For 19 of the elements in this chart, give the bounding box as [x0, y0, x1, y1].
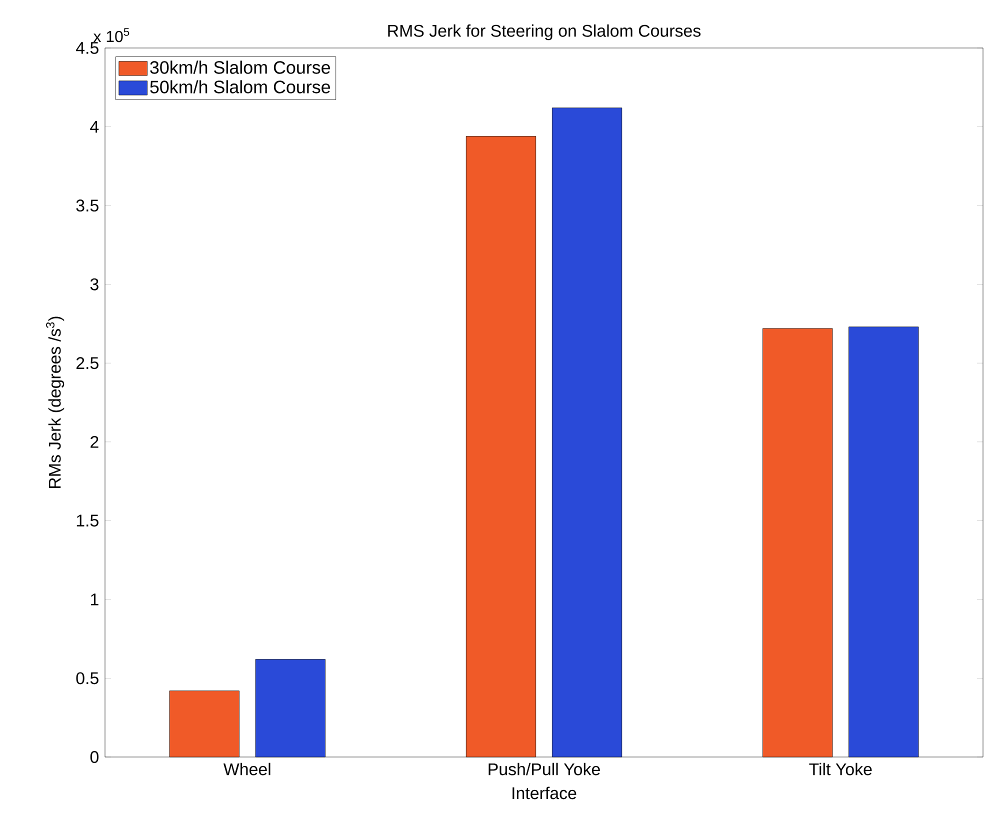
- y-tick-label: 4.5: [76, 42, 98, 54]
- legend-label: 50km/h Slalom Course: [150, 80, 330, 94]
- chart-title: RMS Jerk for Steering on Slalom Courses: [388, 24, 701, 40]
- x-tick-label: Wheel: [223, 762, 270, 776]
- y-tick-label: 2.5: [76, 357, 98, 370]
- x-tick-label: Push/Pull Yoke: [488, 762, 600, 776]
- text: x 10$^{5}$: [93, 28, 130, 42]
- y-tick-label: 1.5: [76, 514, 98, 527]
- y-tick-label: 2: [90, 436, 98, 448]
- y-tick-label: 0: [90, 751, 98, 763]
- y-tick-label: 3.5: [76, 200, 98, 212]
- x-tick-label: Tilt Yoke: [809, 762, 872, 776]
- y-tick-label: 1: [91, 594, 98, 606]
- x-axis-title: Interface: [512, 786, 576, 800]
- y-tick-label: 3: [90, 278, 98, 290]
- y-tick-label: 0.5: [76, 672, 98, 684]
- y-axis-title: RMs Jerk (degrees /s$^{3}$): [46, 316, 64, 488]
- y-tick-label: 4: [90, 120, 99, 133]
- legend-label: 30km/h Slalom Course: [150, 60, 330, 74]
